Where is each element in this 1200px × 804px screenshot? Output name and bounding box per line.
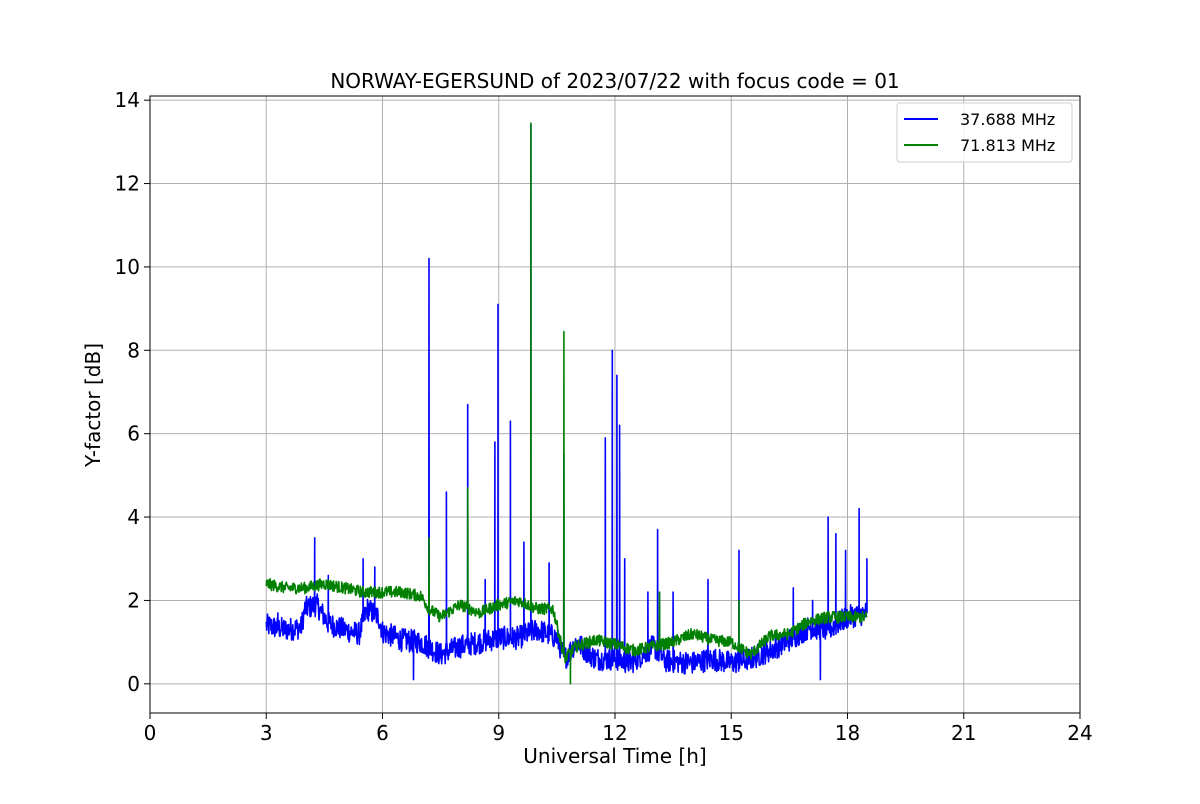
x-tick-label: 18 bbox=[835, 721, 860, 745]
grid-lines bbox=[149, 96, 1081, 713]
legend-label-71mhz: 71.813 MHz bbox=[960, 136, 1055, 155]
x-tick-label: 15 bbox=[719, 721, 744, 745]
x-tick-label: 24 bbox=[1067, 721, 1092, 745]
y-tick-label: 2 bbox=[127, 588, 140, 612]
y-tick-label: 0 bbox=[127, 672, 140, 696]
legend: 37.688 MHz 71.813 MHz bbox=[896, 102, 1073, 163]
legend-label-37mhz: 37.688 MHz bbox=[960, 110, 1055, 129]
y-axis-label: Y-factor [dB] bbox=[81, 343, 105, 468]
y-tick-label: 10 bbox=[115, 255, 140, 279]
y-tick-label: 4 bbox=[127, 505, 140, 529]
x-tick-label: 9 bbox=[492, 721, 505, 745]
y-tick-label: 12 bbox=[115, 172, 140, 196]
x-tick-label: 21 bbox=[951, 721, 976, 745]
series-line-0 bbox=[265, 124, 868, 681]
y-tick-label: 8 bbox=[127, 338, 140, 362]
y-tick-label: 6 bbox=[127, 422, 140, 446]
legend-box bbox=[896, 102, 1073, 163]
x-tick-label: 12 bbox=[602, 721, 627, 745]
y-tick-label: 14 bbox=[115, 88, 140, 112]
x-tick-label: 6 bbox=[376, 721, 389, 745]
chart-title: NORWAY-EGERSUND of 2023/07/22 with focus… bbox=[330, 69, 899, 93]
x-tick-label: 0 bbox=[144, 721, 157, 745]
x-axis-label: Universal Time [h] bbox=[523, 744, 706, 768]
series-line-1 bbox=[265, 122, 868, 685]
x-tick-label: 3 bbox=[260, 721, 273, 745]
data-series bbox=[265, 122, 868, 685]
